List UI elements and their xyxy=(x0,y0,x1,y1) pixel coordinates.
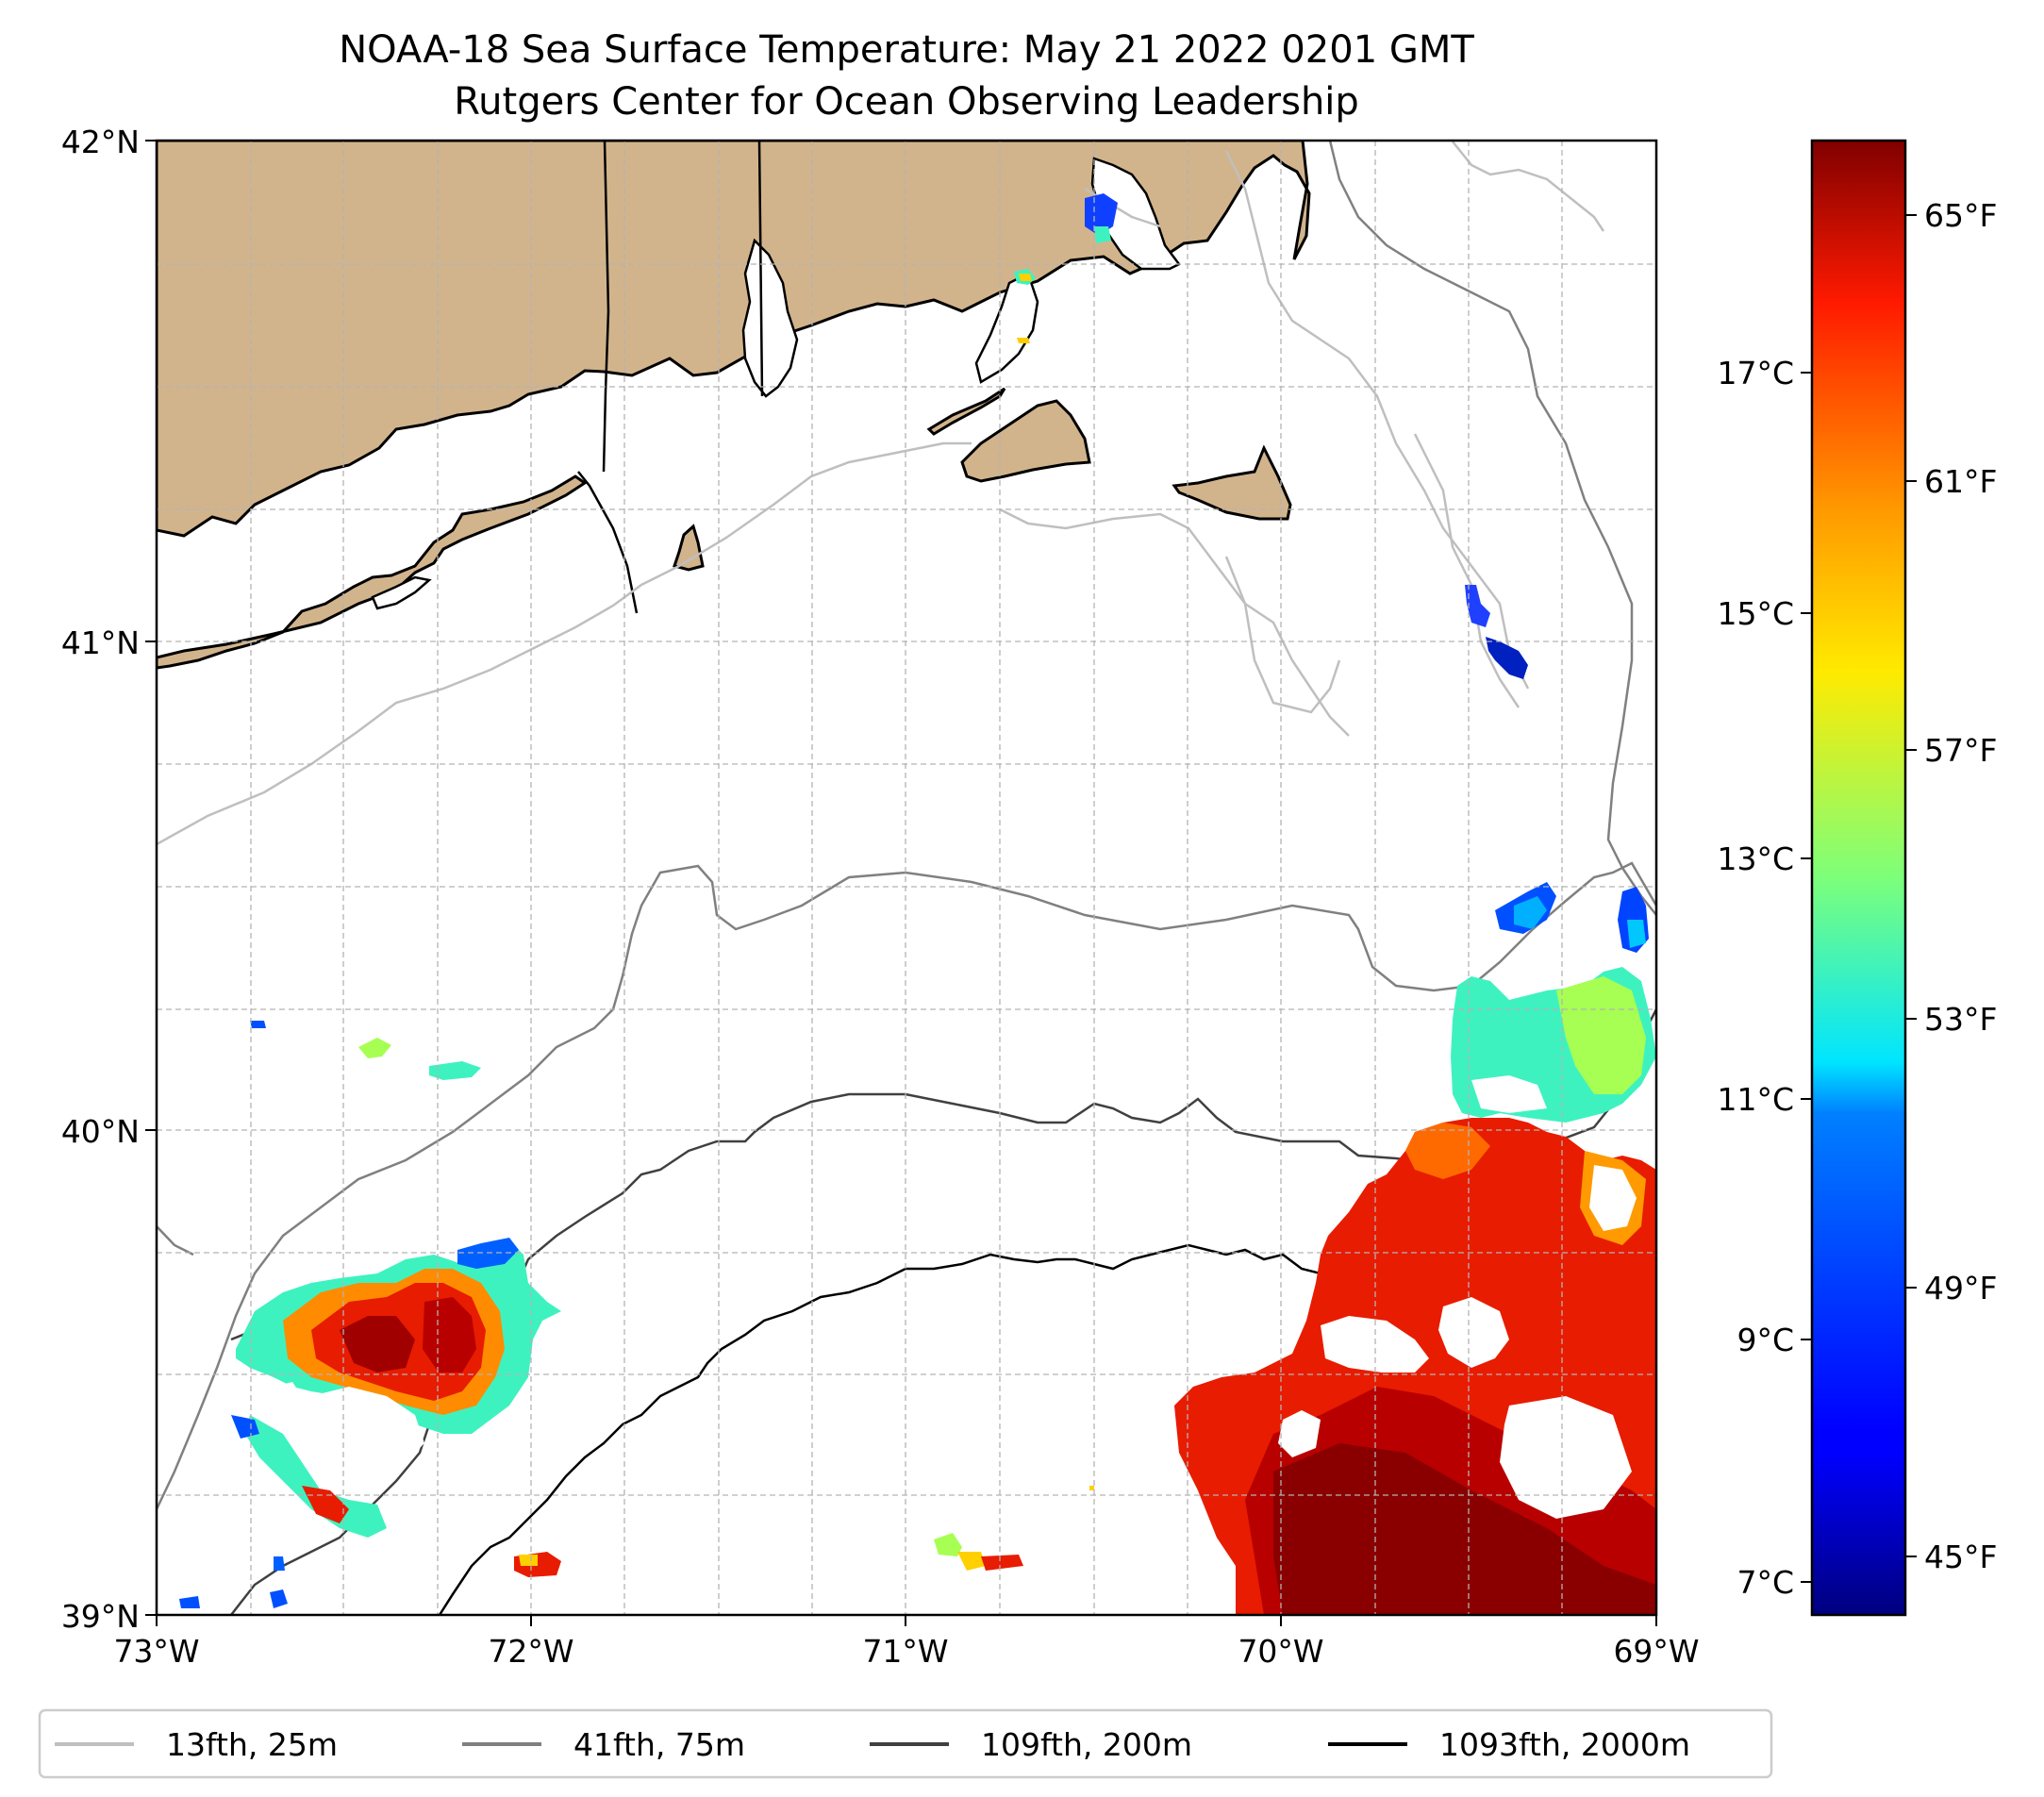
colorbar-f-65: 65°F xyxy=(1924,197,1997,234)
isobath-75m xyxy=(157,141,1656,1510)
peconic-bay xyxy=(371,575,432,610)
title-line-2: Rutgers Center for Ocean Observing Leade… xyxy=(454,80,1359,124)
lon-tick-69: 69°W xyxy=(1613,1633,1699,1670)
legend-label-200m: 109fth, 200m xyxy=(981,1726,1192,1763)
colorbar-c-17: 17°C xyxy=(1717,355,1794,391)
lon-tick-71: 71°W xyxy=(862,1633,948,1670)
buzzards-bay xyxy=(974,272,1039,384)
axis-ticks xyxy=(145,140,1657,1626)
sst-data xyxy=(179,193,1656,1615)
lat-tick-42: 42°N xyxy=(61,124,140,160)
colorbar-gradient xyxy=(1810,139,1907,1617)
mainland-coast xyxy=(157,141,1311,538)
narragansett-bay xyxy=(741,238,799,398)
land xyxy=(157,141,1311,670)
sst-northeast-region xyxy=(1451,882,1656,1123)
lon-tick-72: 72°W xyxy=(488,1633,573,1670)
colorbar-c-15: 15°C xyxy=(1717,595,1794,632)
sst-southwest-region xyxy=(231,1238,561,1571)
state-borders xyxy=(577,141,764,614)
sst-scattered-patches xyxy=(179,193,1528,1608)
lat-tick-41: 41°N xyxy=(61,624,140,661)
colorbar-f-57: 57°F xyxy=(1924,732,1997,769)
lat-tick-40: 40°N xyxy=(61,1113,140,1150)
colorbar-f-53: 53°F xyxy=(1924,1001,1997,1038)
legend-label-75m: 41fth, 75m xyxy=(573,1726,745,1763)
colorbar-f-45: 45°F xyxy=(1924,1539,1997,1575)
colorbar-f-61: 61°F xyxy=(1924,463,1997,500)
colorbar: 17°C 15°C 13°C 11°C 9°C 7°C 65°F 61°F 57… xyxy=(1717,139,1997,1617)
nantucket xyxy=(1172,444,1292,521)
lon-tick-73: 73°W xyxy=(113,1633,199,1670)
legend: 13fth, 25m 41fth, 75m 109fth, 200m 1093f… xyxy=(38,1708,1773,1779)
map-area xyxy=(157,141,1656,1615)
lon-tick-70: 70°W xyxy=(1238,1633,1323,1670)
colorbar-f-49: 49°F xyxy=(1924,1270,1997,1306)
bays xyxy=(371,157,1181,610)
isobath-25m xyxy=(157,141,1605,846)
lat-tick-39: 39°N xyxy=(61,1598,140,1635)
gridlines xyxy=(157,141,1656,1615)
legend-label-2000m: 1093fth, 2000m xyxy=(1439,1726,1690,1763)
legend-label-25m: 13fth, 25m xyxy=(166,1726,338,1763)
sst-southeast-region xyxy=(1174,1118,1656,1615)
colorbar-c-11: 11°C xyxy=(1717,1081,1794,1118)
colorbar-c-13: 13°C xyxy=(1717,840,1794,877)
colorbar-c-7: 7°C xyxy=(1737,1564,1794,1601)
colorbar-c-9: 9°C xyxy=(1737,1322,1794,1358)
title-line-1: NOAA-18 Sea Surface Temperature: May 21 … xyxy=(339,28,1474,72)
marthas-vineyard xyxy=(960,399,1091,483)
